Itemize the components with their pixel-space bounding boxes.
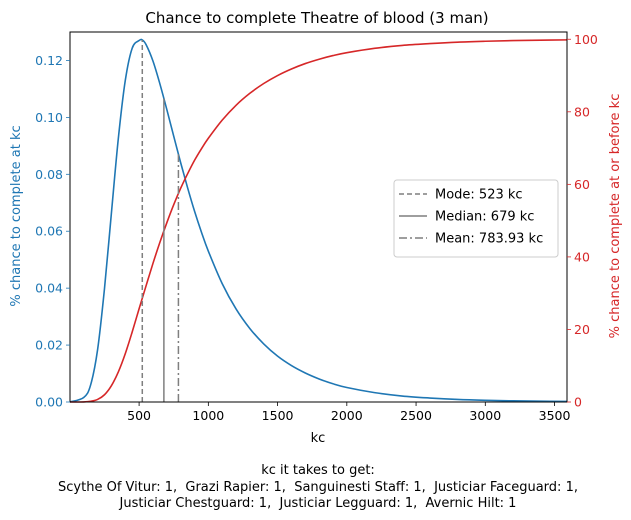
curves-layer xyxy=(69,38,568,403)
caption-line-1: kc it takes to get: xyxy=(261,463,375,478)
right-axis-label: % chance to complete at or before kc xyxy=(608,94,623,339)
legend-median-label: Median: 679 kc xyxy=(435,210,534,225)
x-tick-label: 3500 xyxy=(539,408,571,423)
left-axis-label: % chance to complete at kc xyxy=(9,125,24,306)
x-axis-label: kc xyxy=(311,431,326,446)
legend-entries: Mode: 523 kc Median: 679 kc Mean: 783.93 k… xyxy=(399,188,543,247)
x-tick-label: 1500 xyxy=(262,408,294,423)
right-axis-ticks: 0 20 40 60 80 100 xyxy=(567,32,598,410)
left-y-tick-label: 0.12 xyxy=(35,53,63,68)
legend-mean-label: Mean: 783.93 kc xyxy=(435,232,543,247)
left-y-tick-label: 0.04 xyxy=(35,281,63,296)
plot-frame xyxy=(69,31,568,403)
left-y-tick-label: 0.10 xyxy=(35,110,63,125)
right-y-tick-label: 40 xyxy=(574,249,590,264)
cdf-curve xyxy=(69,39,568,403)
x-tick-label: 1000 xyxy=(192,408,224,423)
caption: kc it takes to get: Scythe Of Vitur: 1, … xyxy=(58,463,578,511)
plot-area xyxy=(69,31,568,403)
right-y-tick-label: 100 xyxy=(574,32,598,47)
legend-box xyxy=(393,179,559,258)
x-tick-label: 2000 xyxy=(331,408,363,423)
right-y-tick-label: 60 xyxy=(574,177,590,192)
caption-line-2: Scythe Of Vitur: 1, Grazi Rapier: 1, San… xyxy=(58,480,578,495)
x-tick-label: 2500 xyxy=(400,408,432,423)
markers-layer xyxy=(141,39,180,402)
left-y-tick-label: 0.08 xyxy=(35,167,63,182)
chart-title: Chance to complete Theatre of blood (3 m… xyxy=(145,9,488,27)
legend-mode-label: Mode: 523 kc xyxy=(435,188,523,203)
left-y-tick-label: 0.06 xyxy=(35,224,63,239)
legend: Mode: 523 kc Median: 679 kc Mean: 783.93 k… xyxy=(393,179,559,258)
caption-line-3: Justiciar Chestguard: 1, Justiciar Leggu… xyxy=(119,496,517,511)
left-y-tick-label: 0.02 xyxy=(35,338,63,353)
x-tick-label: 3000 xyxy=(469,408,501,423)
left-y-tick-label: 0.00 xyxy=(35,395,63,410)
right-y-tick-label: 80 xyxy=(574,104,590,119)
left-axis-ticks: 0.00 0.02 0.04 0.06 0.08 0.10 0.12 xyxy=(35,53,70,410)
right-y-tick-label: 20 xyxy=(574,322,590,337)
right-y-tick-label: 0 xyxy=(574,395,582,410)
pmf-curve xyxy=(69,38,568,403)
x-tick-label: 500 xyxy=(127,408,151,423)
x-axis-ticks: 500 1000 1500 2000 2500 3000 3500 xyxy=(127,402,570,423)
